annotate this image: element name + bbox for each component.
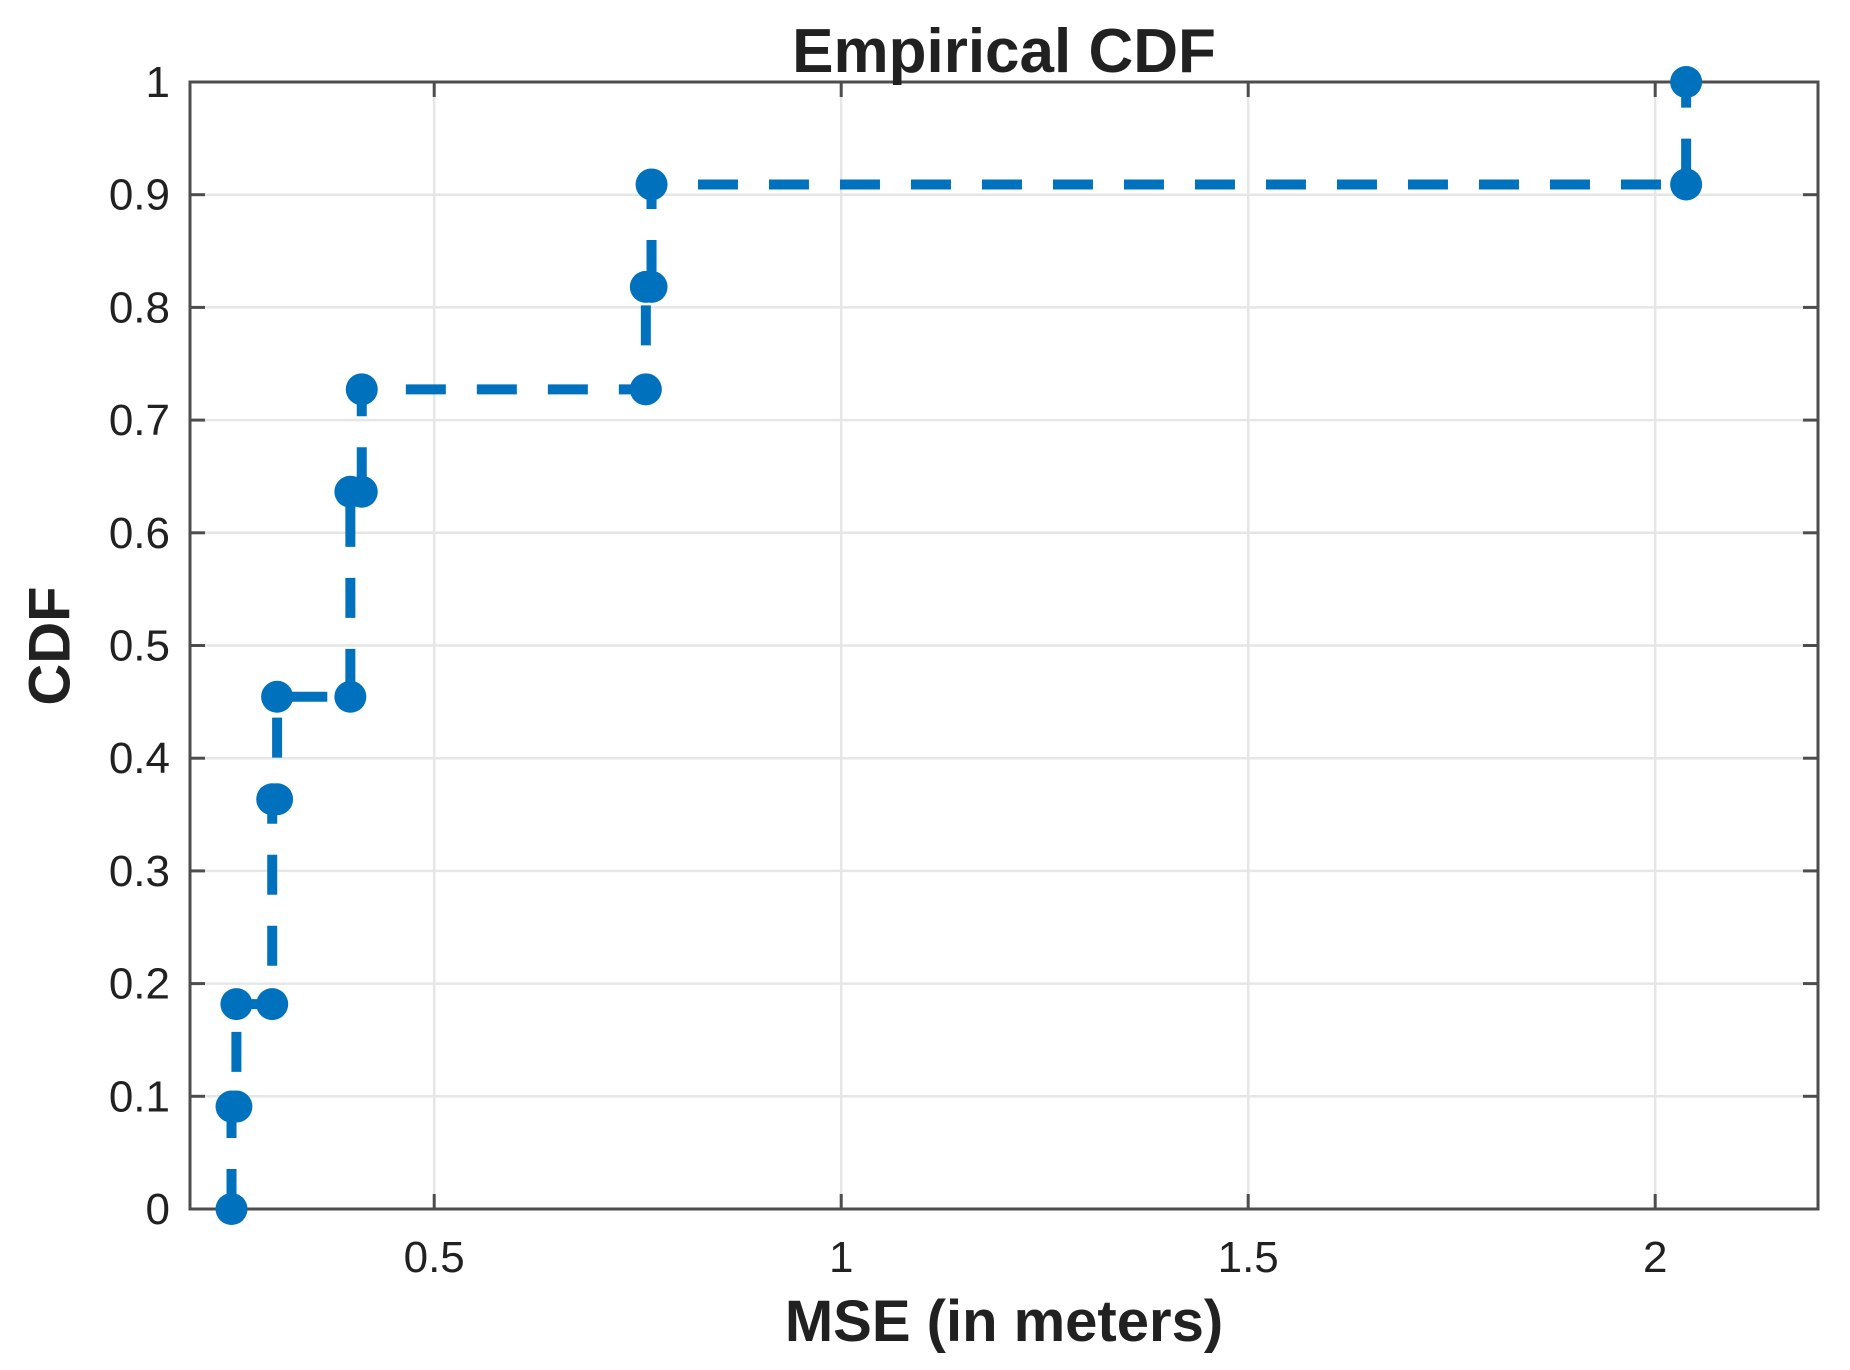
x-tick-label: 1 <box>829 1233 853 1282</box>
data-point-marker <box>635 270 668 303</box>
data-point-marker <box>220 988 253 1021</box>
x-tick-label: 1.5 <box>1218 1233 1279 1282</box>
x-tick-label: 2 <box>1643 1233 1667 1282</box>
y-tick-label: 0.3 <box>109 847 170 896</box>
axes-box <box>188 80 1820 1211</box>
data-point-marker <box>215 1193 248 1225</box>
data-point-marker <box>1670 168 1703 201</box>
y-tick-label: 1 <box>146 58 170 107</box>
data-point-marker <box>261 680 294 713</box>
y-tick-label: 0.9 <box>109 171 170 220</box>
data-point-marker <box>629 373 662 406</box>
y-tick-label: 0 <box>146 1185 170 1234</box>
data-point-marker <box>345 475 378 508</box>
data-point-marker <box>345 373 378 406</box>
y-tick-label: 0.2 <box>109 960 170 1009</box>
y-tick-label: 0.5 <box>109 622 170 671</box>
x-tick-label: 0.5 <box>404 1233 465 1282</box>
data-point-marker <box>261 783 294 816</box>
y-tick-label: 0.8 <box>109 283 170 332</box>
ecdf-step-line <box>226 82 1692 1209</box>
y-tick-label: 0.7 <box>109 396 170 445</box>
data-point-marker <box>334 680 367 713</box>
data-point-marker <box>1670 66 1703 98</box>
x-axis-label: MSE (in meters) <box>784 1289 1224 1354</box>
y-tick-label: 0.6 <box>109 509 170 558</box>
y-tick-label: 0.1 <box>109 1072 170 1121</box>
chart-title: Empirical CDF <box>792 17 1216 86</box>
data-point-marker <box>635 168 668 201</box>
y-tick-label: 0.4 <box>109 734 170 783</box>
data-point-marker <box>256 988 289 1021</box>
data-point-marker <box>220 1090 253 1123</box>
y-axis-label: CDF <box>17 586 83 706</box>
